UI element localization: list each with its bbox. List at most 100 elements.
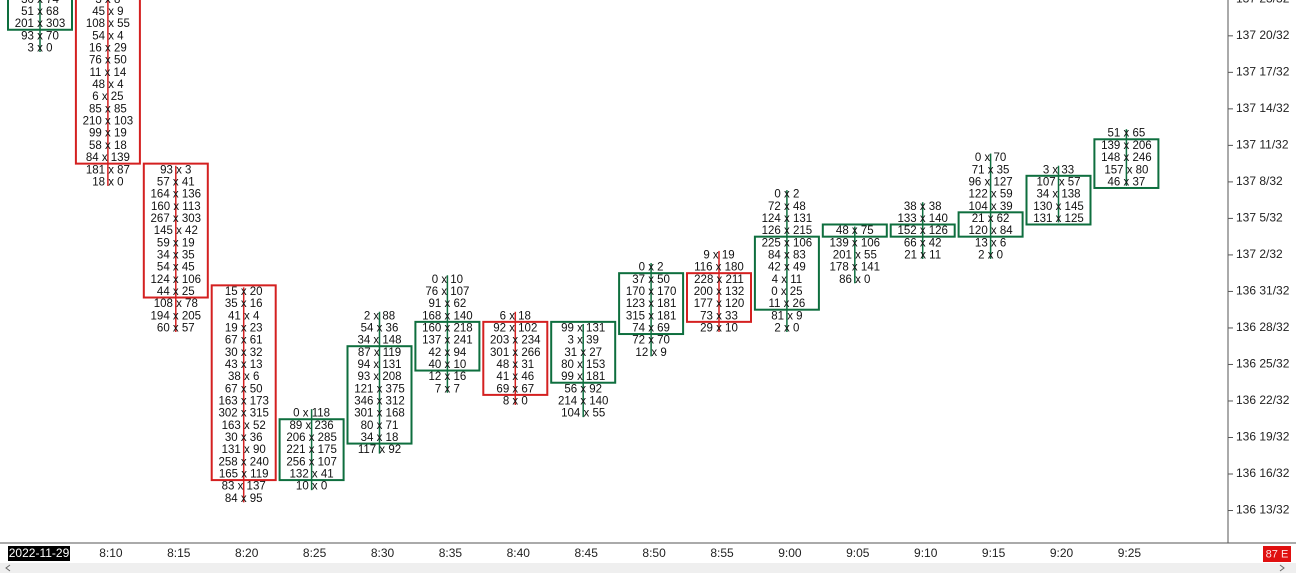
footprint-cell: 42 x 94	[429, 347, 467, 359]
footprint-cell: 6 x 25	[92, 91, 123, 103]
footprint-cell: 21 x 62	[972, 213, 1010, 225]
footprint-cell: 93 x 208	[357, 371, 401, 383]
footprint-cell: 11 x 14	[89, 67, 126, 79]
date-badge	[8, 546, 70, 561]
footprint-cell: 302 x 315	[218, 408, 269, 420]
footprint-cell: 206 x 285	[286, 432, 337, 444]
x-tick-label: 8:35	[439, 546, 463, 560]
footprint-cell: 178 x 141	[830, 262, 881, 274]
footprint-cell: 30 x 74	[21, 0, 59, 6]
footprint-cell: 54 x 45	[157, 262, 195, 274]
footprint-cell: 81 x 9	[771, 310, 802, 322]
footprint-cell: 34 x 148	[357, 335, 401, 347]
footprint-cell: 71 x 35	[972, 164, 1010, 176]
footprint-cell: 10 x 0	[296, 481, 327, 493]
footprint-cell: 35 x 16	[225, 298, 263, 310]
scrollbar[interactable]	[0, 563, 1296, 573]
footprint-cell: 84 x 83	[768, 249, 806, 261]
scroll-left[interactable]	[5, 564, 11, 572]
y-tick-label: 136 31/32	[1236, 284, 1290, 298]
footprint-cell: 15 x 20	[225, 286, 263, 298]
x-tick-label: 9:05	[846, 546, 870, 560]
footprint-cell: 3 x 39	[568, 335, 599, 347]
footprint-cell: 130 x 145	[1033, 201, 1084, 213]
footprint-cell: 3 x 0	[28, 43, 53, 55]
footprint-cell: 165 x 119	[219, 469, 269, 481]
footprint-cell: 0 x 25	[771, 286, 802, 298]
footprint-cell: 108 x 55	[86, 18, 130, 30]
footprint-cell: 76 x 107	[425, 286, 469, 298]
footprint-cell: 85 x 85	[89, 103, 127, 115]
footprint-cell: 0 x 10	[432, 274, 463, 286]
x-tick-label: 8:20	[235, 546, 259, 560]
footprint-cell: 94 x 131	[357, 359, 401, 371]
footprint-cell: 3 x 8	[95, 0, 120, 6]
footprint-cell: 132 x 41	[290, 469, 334, 481]
footprint-cell: 346 x 312	[354, 396, 405, 408]
footprint-cell: 139 x 106	[830, 237, 881, 249]
footprint-cell: 194 x 205	[151, 310, 202, 322]
footprint-cell: 258 x 240	[218, 456, 269, 468]
footprint-cell: 42 x 49	[768, 262, 806, 274]
footprint-cell: 301 x 168	[354, 408, 405, 420]
footprint-cell: 72 x 70	[632, 335, 670, 347]
x-tick-label: 9:15	[982, 546, 1006, 560]
footprint-cell: 41 x 4	[228, 310, 260, 322]
footprint-cell: 96 x 127	[969, 176, 1013, 188]
footprint-cell: 157 x 80	[1104, 164, 1148, 176]
footprint-cell: 13 x 6	[975, 237, 1006, 249]
footprint-cell: 67 x 50	[225, 383, 263, 395]
footprint-cell: 87 x 119	[358, 347, 401, 359]
y-tick-label: 137 14/32	[1236, 101, 1290, 115]
footprint-cell: 131 x 125	[1033, 213, 1084, 225]
footprint-cell: 99 x 181	[561, 371, 605, 383]
footprint-cell: 66 x 42	[904, 237, 942, 249]
footprint-cell: 91 x 62	[429, 298, 467, 310]
footprint-cell: 133 x 140	[897, 213, 948, 225]
footprint-cell: 48 x 4	[92, 79, 124, 91]
footprint-cell: 84 x 139	[86, 152, 130, 164]
footprint-cell: 60 x 57	[157, 322, 195, 334]
x-tick-label: 8:40	[507, 546, 531, 560]
footprint-cell: 116 x 180	[694, 262, 744, 274]
footprint-cell: 41 x 46	[496, 371, 534, 383]
x-tick-label: 8:10	[99, 546, 123, 560]
footprint-cell: 58 x 18	[89, 140, 127, 152]
footprint-cell: 315 x 181	[626, 310, 677, 322]
footprint-cell: 163 x 173	[218, 396, 269, 408]
footprint-cell: 6 x 18	[500, 310, 531, 322]
footprint-cell: 74 x 69	[632, 322, 670, 334]
footprint-cell: 80 x 71	[361, 420, 399, 432]
footprint-cell: 19 x 23	[225, 322, 263, 334]
x-tick-label: 8:30	[371, 546, 395, 560]
footprint-cell: 73 x 33	[700, 310, 738, 322]
footprint-cell: 84 x 95	[225, 493, 263, 505]
footprint-cell: 152 x 126	[897, 225, 948, 237]
footprint-cell: 56 x 92	[564, 383, 602, 395]
footprint-cell: 51 x 68	[21, 6, 59, 18]
scroll-right[interactable]	[1279, 564, 1285, 572]
x-tick-label: 8:50	[642, 546, 666, 560]
footprint-cell: 301 x 266	[490, 347, 541, 359]
footprint-cell: 12 x 9	[635, 347, 666, 359]
footprint-cell: 40 x 10	[429, 359, 467, 371]
footprint-cell: 117 x 92	[358, 444, 401, 456]
y-tick-label: 136 28/32	[1236, 320, 1290, 334]
footprint-cell: 256 x 107	[286, 456, 337, 468]
footprint-cell: 30 x 36	[225, 432, 263, 444]
footprint-cell: 54 x 4	[92, 30, 124, 42]
footprint-cell: 170 x 170	[626, 286, 677, 298]
footprint-cell: 18 x 0	[92, 176, 123, 188]
footprint-cell: 201 x 55	[833, 249, 877, 261]
footprint-cell: 160 x 113	[151, 201, 201, 213]
footprint-cell: 0 x 2	[639, 262, 664, 274]
x-tick-label: 8:45	[575, 546, 599, 560]
y-tick-label: 136 19/32	[1236, 430, 1290, 444]
footprint-cell: 43 x 13	[225, 359, 263, 371]
footprint-cell: 34 x 138	[1036, 189, 1080, 201]
y-tick-label: 136 22/32	[1236, 393, 1290, 407]
footprint-cell: 83 x 137	[222, 481, 266, 493]
x-tick-label: 9:25	[1118, 546, 1142, 560]
